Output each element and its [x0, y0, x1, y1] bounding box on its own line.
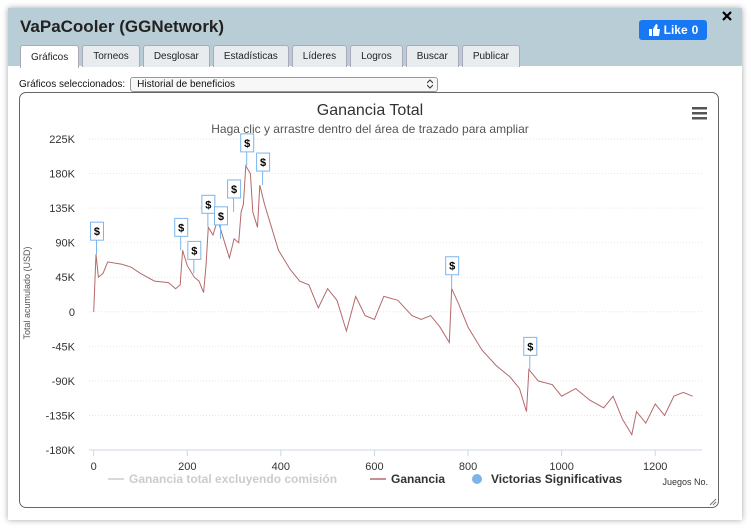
y-tick-label: -180K: [46, 445, 76, 457]
chart-subtitle: Haga clic y arrastre dentro del área de …: [211, 122, 529, 136]
flag-label: $: [191, 245, 197, 257]
x-tick-label: 600: [365, 461, 383, 473]
like-label: Like: [663, 23, 688, 37]
menu-icon[interactable]: [692, 107, 707, 120]
window-header: VaPaCooler (GGNetwork) Like 0 Gráficos To…: [8, 8, 742, 68]
y-tick-label: -90K: [52, 376, 76, 388]
selector-dropdown[interactable]: Historial de beneficios: [130, 77, 439, 92]
flag-label: $: [260, 157, 266, 169]
legend-symbol: [472, 474, 482, 484]
thumb-icon: [648, 24, 660, 36]
chart-panel: Ganancia Total Haga clic y arrastre dent…: [19, 92, 719, 508]
flag-label: $: [449, 261, 455, 273]
flag-label: $: [94, 226, 100, 238]
legend-label: Ganancia: [391, 472, 445, 486]
y-tick-label: 225K: [49, 134, 75, 146]
tab[interactable]: Estadísticas: [212, 45, 289, 67]
x-tick-label: 1200: [643, 461, 667, 473]
flag-box: [445, 256, 460, 276]
flag-box: [89, 221, 104, 241]
tab[interactable]: Líderes: [291, 45, 348, 67]
resize-grip: [709, 498, 717, 506]
y-tick-label: 180K: [49, 169, 75, 181]
flag-box: [213, 206, 228, 226]
flag-label: $: [218, 211, 224, 223]
tab[interactable]: Torneos: [82, 45, 140, 67]
chart-selector: Gráficos seleccionados: Historial de ben…: [19, 77, 439, 92]
selector-value: Historial de beneficios: [137, 79, 235, 90]
chart: Ganancia Total Haga clic y arrastre dent…: [22, 102, 717, 506]
flag-label: $: [527, 341, 533, 353]
flag-label: $: [205, 199, 211, 211]
y-tick-label: -45K: [52, 341, 76, 353]
flag-label: $: [244, 138, 250, 150]
selector-label: Gráficos seleccionados:: [19, 79, 126, 90]
legend-label: Victorias Significativas: [491, 472, 622, 486]
y-tick-label: 0: [69, 307, 75, 319]
tab[interactable]: Buscar: [405, 45, 459, 67]
tab[interactable]: Logros: [350, 45, 403, 67]
legend-label: Ganancia total excluyendo comisión: [129, 472, 337, 486]
line-series: [93, 164, 693, 436]
x-axis-label: Juegos No.: [662, 477, 708, 487]
tab[interactable]: Publicar: [461, 45, 520, 67]
tab[interactable]: Desglosar: [142, 45, 210, 67]
x-tick-label: 400: [272, 461, 290, 473]
flag-box: [240, 133, 255, 153]
y-tick-label: 135K: [49, 203, 75, 215]
y-axis-label: Total acumulado (USD): [22, 246, 32, 339]
y-tick-label: -135K: [46, 410, 76, 422]
flag-box: [187, 240, 202, 260]
x-tick-label: 0: [91, 461, 97, 473]
x-tick-label: 1000: [549, 461, 573, 473]
flag-box: [256, 152, 271, 172]
y-tick-label: 90K: [55, 238, 75, 250]
like-button[interactable]: Like 0: [639, 20, 707, 40]
flag-box: [523, 336, 538, 356]
tab-bar: Gráficos Torneos Desglosar Estadísticas Líde…: [20, 45, 520, 68]
x-tick-label: 200: [178, 461, 196, 473]
flag-box: [174, 217, 189, 237]
window: VaPaCooler (GGNetwork) Like 0 Gráficos To…: [8, 8, 742, 520]
like-count: 0: [691, 23, 699, 37]
tab[interactable]: Gráficos: [20, 45, 80, 68]
window-title: VaPaCooler (GGNetwork): [20, 17, 225, 36]
close-button[interactable]: [722, 11, 732, 21]
x-tick-label: 800: [459, 461, 477, 473]
dropdown-arrows: [427, 79, 434, 89]
flag-label: $: [178, 222, 184, 234]
chart-title: Ganancia Total: [317, 102, 423, 119]
flag-box: [201, 194, 216, 214]
flag-label: $: [231, 184, 237, 196]
flag-box: [227, 179, 242, 199]
y-tick-label: 45K: [55, 272, 75, 284]
